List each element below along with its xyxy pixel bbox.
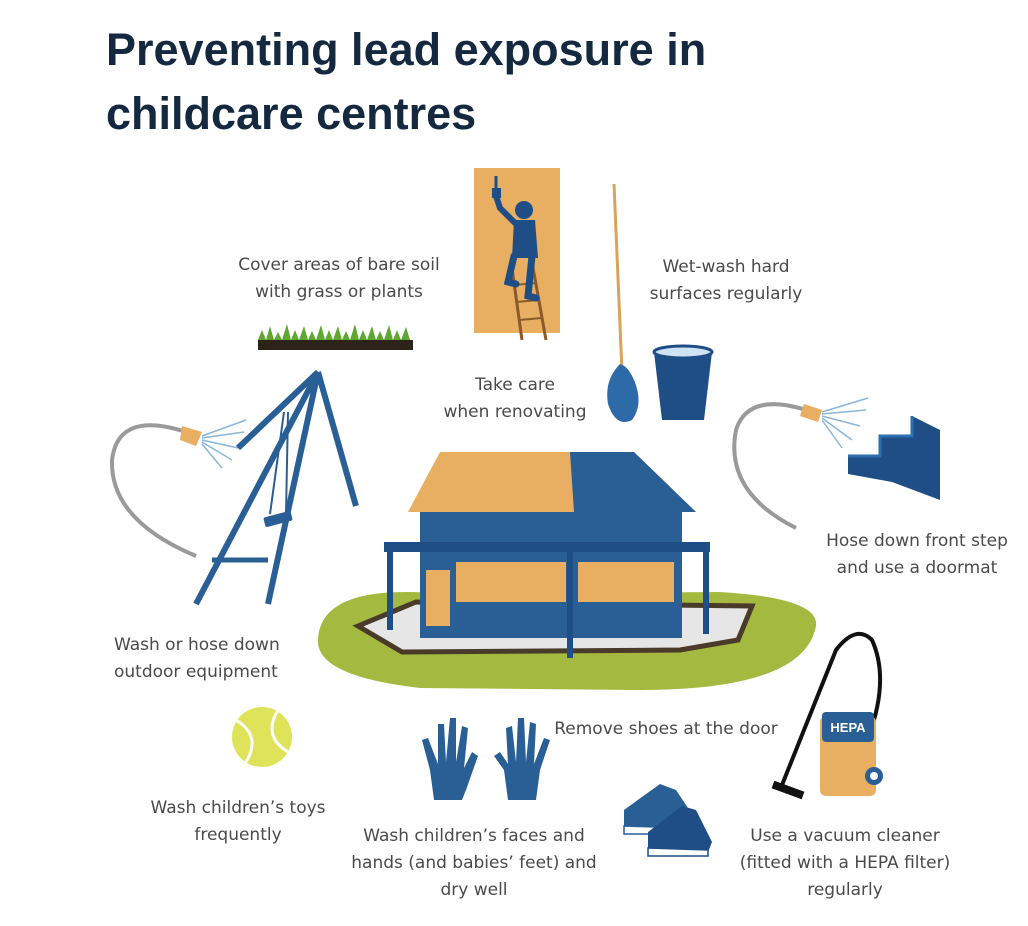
vacuum-icon: HEPA: [771, 631, 883, 800]
hose-left-icon: [109, 419, 247, 558]
label-wash-hands: Wash children’s faces and hands (and bab…: [351, 826, 597, 900]
label-wash-toys: Wash children’s toys frequently: [150, 798, 326, 845]
label-wash-equipment: Wash or hose down outdoor equipment: [114, 635, 280, 682]
steps-icon: [848, 416, 940, 500]
label-hose-steps: Hose down front step and use a doormat: [826, 531, 1008, 578]
label-vacuum: Use a vacuum cleaner (fitted with a HEPA…: [739, 826, 951, 900]
hepa-badge: HEPA: [830, 720, 866, 735]
swing-icon: [193, 369, 359, 606]
painter-icon: [474, 168, 560, 341]
sneakers-icon: [623, 784, 712, 857]
hose-right-icon: [732, 397, 869, 530]
house-icon: [317, 452, 817, 690]
hands-icon: [422, 718, 550, 800]
bucket-icon: [652, 344, 714, 420]
label-renovating: Take care when renovating: [443, 375, 587, 422]
ball-icon: [232, 707, 292, 767]
mop-icon: [607, 183, 639, 422]
page-title: Preventing lead exposure in childcare ce…: [106, 24, 707, 139]
grass-icon: [258, 324, 413, 350]
label-remove-shoes: Remove shoes at the door: [554, 719, 778, 739]
label-cover-soil: Cover areas of bare soil with grass or p…: [238, 255, 440, 302]
label-wet-wash: Wet-wash hard surfaces regularly: [649, 257, 803, 304]
